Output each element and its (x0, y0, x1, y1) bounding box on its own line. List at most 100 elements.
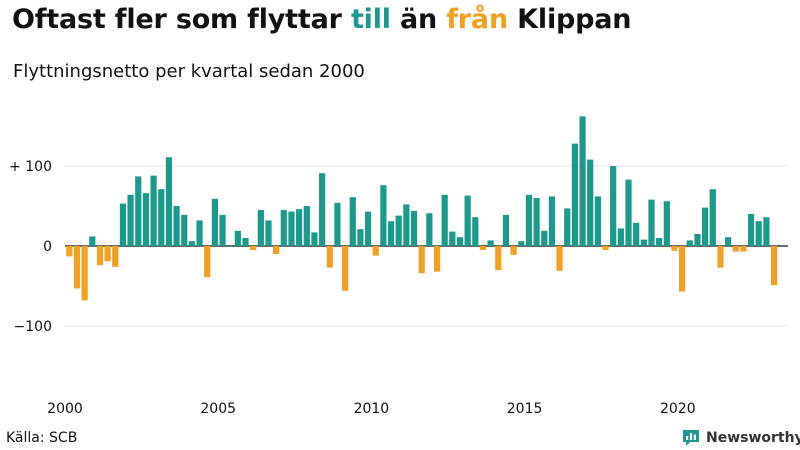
bar-2006-q4 (273, 246, 280, 254)
bar-2005-q2 (227, 246, 234, 247)
bar-2005-q1 (219, 214, 226, 246)
bar-2010-q4 (395, 215, 402, 246)
brand-name: Newsworthy (706, 430, 800, 446)
bar-2014-q3 (510, 246, 517, 255)
bar-2010-q1 (372, 246, 379, 256)
source-note: Källa: SCB (6, 430, 78, 446)
x-tick-label: 2015 (507, 401, 543, 417)
y-tick-label: 0 (43, 239, 52, 255)
bar-2007-q4 (303, 206, 310, 246)
bar-2012-q1 (433, 246, 441, 272)
bar-2000-q3 (81, 246, 88, 301)
bar-2003-q2 (165, 157, 173, 246)
chart-subtitle: Flyttningsnetto per kvartal sedan 2000 (13, 61, 365, 82)
bar-2016-q3 (571, 143, 578, 246)
bar-2005-q4 (242, 238, 249, 246)
bar-2015-q4 (548, 196, 556, 246)
bar-2008-q3 (326, 246, 333, 268)
bar-2022-q3 (755, 221, 762, 246)
bar-2002-q2 (135, 176, 142, 246)
bar-2012-q3 (449, 231, 456, 246)
bar-2020-q2 (686, 240, 693, 246)
bar-2007-q3 (296, 209, 303, 246)
bar-2009-q2 (349, 197, 356, 246)
bar-2013-q3 (479, 246, 487, 250)
bar-2002-q4 (150, 175, 157, 246)
bar-2008-q4 (334, 202, 341, 246)
bar-2015-q2 (533, 198, 540, 246)
brand-logo: Newsworthy (681, 428, 800, 448)
bar-2012-q4 (456, 237, 464, 246)
bar-2017-q3 (602, 246, 609, 250)
x-axis-ticks: 2000 2005 2010 2015 2020 (47, 401, 695, 417)
bar-2021-q1 (709, 189, 716, 246)
bar-2007-q2 (288, 211, 295, 246)
bar-2017-q4 (610, 166, 617, 246)
bars (66, 116, 778, 301)
bar-2013-q4 (487, 240, 494, 246)
bar-2002-q3 (142, 193, 150, 246)
bar-2006-q3 (265, 220, 272, 246)
bar-2018-q2 (625, 179, 632, 246)
bar-2010-q2 (380, 185, 387, 246)
bar-2016-q1 (556, 246, 563, 271)
bar-2016-q2 (564, 208, 571, 246)
bar-2018-q1 (617, 228, 624, 246)
chart-title: Oftast fler som flyttar till än från Kli… (12, 4, 632, 35)
bar-2019-q1 (648, 199, 655, 246)
bar-2020-q1 (679, 246, 686, 292)
title-part-fran: från (446, 4, 508, 35)
x-tick-label: 2005 (200, 401, 236, 417)
bar-2007-q1 (280, 210, 287, 246)
bar-2022-q1 (740, 246, 747, 252)
bar-2022-q2 (747, 214, 755, 246)
bar-2009-q3 (357, 229, 364, 246)
bar-2003-q1 (158, 189, 165, 246)
bar-2014-q4 (518, 241, 525, 246)
bar-2013-q2 (472, 217, 479, 246)
bar-2017-q2 (594, 196, 601, 246)
title-part-1: Oftast fler som flyttar (12, 4, 351, 35)
x-tick-label: 2020 (660, 401, 696, 417)
bar-2001-q4 (119, 203, 127, 246)
bar-2006-q2 (257, 210, 264, 246)
bar-2019-q4 (671, 246, 678, 251)
bar-2020-q3 (694, 234, 701, 246)
bar-2019-q2 (656, 238, 663, 246)
newsworthy-logo-icon (683, 430, 699, 446)
bar-2013-q1 (464, 195, 471, 246)
bar-2011-q4 (426, 213, 433, 246)
bar-2012-q2 (441, 194, 448, 246)
x-tick-label: 2000 (47, 401, 83, 417)
title-part-3: än (390, 4, 447, 35)
bar-2000-q1 (66, 246, 73, 257)
title-part-5: Klippan (507, 4, 632, 35)
bar-2009-q4 (364, 211, 372, 246)
bar-2021-q3 (724, 237, 732, 246)
bar-2001-q1 (96, 246, 104, 266)
bar-2004-q3 (204, 246, 211, 278)
bar-2015-q1 (525, 194, 533, 246)
bar-2005-q3 (234, 230, 241, 246)
bar-2014-q2 (502, 214, 510, 246)
bar-2000-q4 (89, 236, 96, 246)
bar-2016-q4 (579, 116, 586, 247)
bar-2004-q2 (196, 220, 203, 246)
bar-2010-q3 (387, 221, 395, 246)
title-part-till: till (350, 4, 391, 35)
bar-2000-q2 (73, 246, 81, 289)
bar-2015-q3 (541, 230, 548, 246)
bar-2001-q3 (112, 246, 119, 267)
bar-2021-q2 (717, 246, 724, 268)
y-tick-label: −100 (14, 319, 52, 335)
bar-2011-q3 (418, 246, 425, 274)
y-tick-label: + 100 (9, 159, 52, 175)
bar-2011-q2 (410, 210, 418, 246)
bar-2006-q1 (250, 246, 257, 250)
bar-2004-q4 (211, 198, 218, 246)
bar-2002-q1 (127, 194, 134, 246)
y-axis-ticks: + 100 0 −100 (9, 159, 52, 335)
bar-2003-q3 (173, 206, 180, 246)
bar-2009-q1 (341, 246, 349, 291)
